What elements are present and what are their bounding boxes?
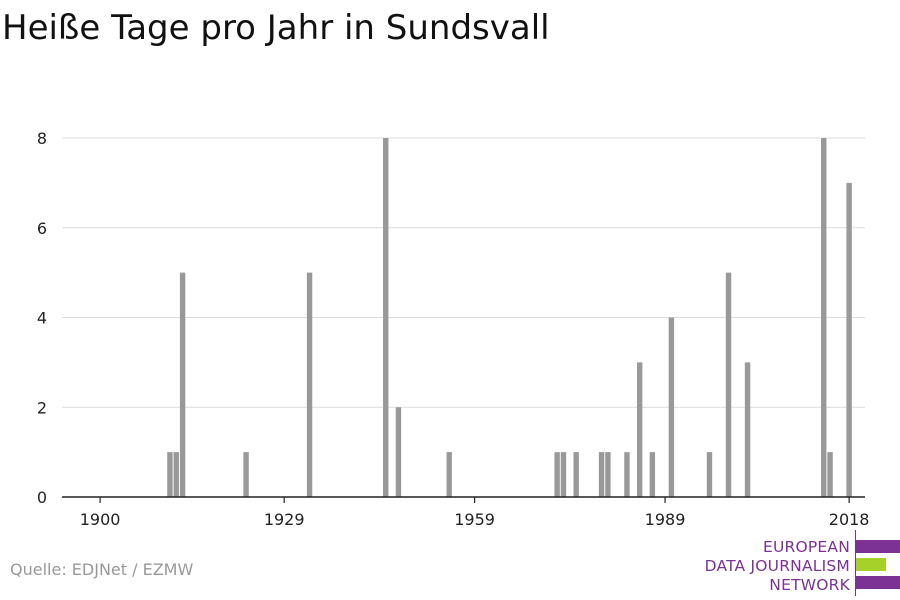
chart-title: Heiße Tage pro Jahr in Sundsvall — [2, 8, 550, 48]
bar — [167, 452, 173, 497]
bar — [636, 362, 643, 497]
x-tick-label: 1959 — [454, 510, 495, 529]
bar — [649, 452, 656, 497]
logo-bar-middle — [856, 558, 886, 571]
bar — [554, 452, 560, 497]
logo-line-3: NETWORK — [769, 576, 850, 594]
x-axis-ticks: 1900 1929 1959 1989 2018 — [80, 497, 870, 529]
bars — [167, 138, 852, 497]
bar — [395, 407, 402, 497]
bar — [173, 452, 179, 497]
y-tick-label: 2 — [37, 398, 47, 417]
bar — [383, 138, 389, 497]
bar — [598, 452, 605, 497]
bar — [243, 452, 249, 497]
y-tick-label: 6 — [37, 219, 47, 238]
bar — [446, 452, 452, 497]
x-tick-label: 1989 — [645, 510, 686, 529]
bar — [744, 362, 751, 497]
bar — [179, 272, 186, 497]
y-tick-label: 4 — [37, 309, 47, 328]
bar — [668, 317, 675, 497]
bar — [560, 452, 567, 497]
x-tick-label: 1900 — [80, 510, 121, 529]
bar — [624, 452, 630, 497]
logo-bar-bottom — [856, 576, 900, 589]
logo-divider — [855, 530, 856, 596]
bar — [573, 452, 579, 497]
edjnet-logo: EUROPEAN DATA JOURNALISM NETWORK — [700, 530, 900, 596]
logo-line-2: DATA JOURNALISM — [704, 557, 850, 575]
y-tick-label: 8 — [37, 129, 47, 148]
logo-bar-top — [856, 540, 900, 553]
bar — [706, 452, 713, 497]
bar — [821, 138, 827, 497]
bar — [605, 452, 611, 497]
y-axis-ticks: 0 2 4 6 8 — [37, 129, 47, 507]
bar — [846, 182, 852, 497]
logo-line-1: EUROPEAN — [762, 538, 850, 556]
x-tick-label: 2018 — [829, 510, 870, 529]
bar — [725, 272, 732, 497]
source-note: Quelle: EDJNet / EZMW — [10, 560, 194, 579]
bar — [827, 452, 833, 497]
x-tick-label: 1929 — [264, 510, 305, 529]
bar — [306, 272, 313, 497]
y-tick-label: 0 — [37, 488, 47, 507]
